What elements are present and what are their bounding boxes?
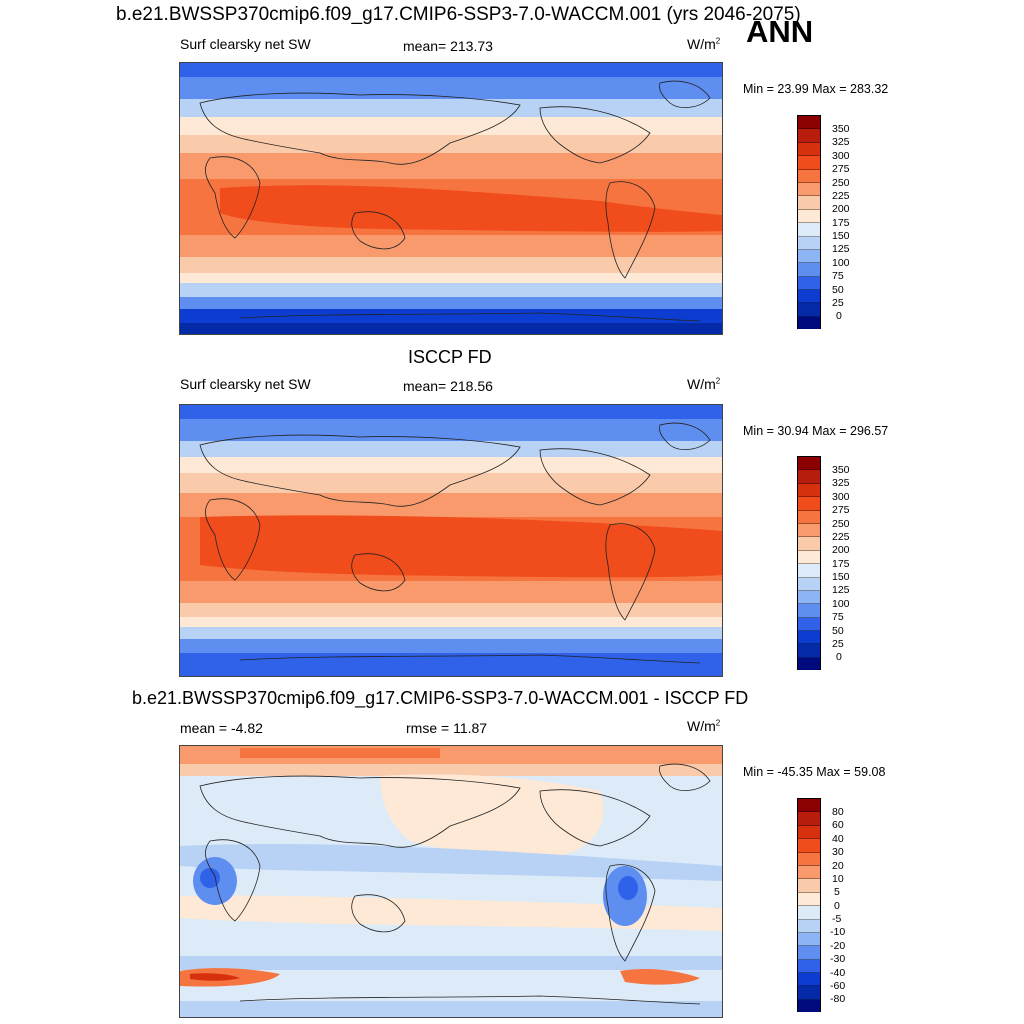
tick-label: 0 (834, 900, 840, 912)
tick-label: 125 (832, 243, 850, 255)
panel3-mean: mean = -4.82 (180, 720, 263, 736)
panel1-minmax: Min = 23.99 Max = 283.32 (743, 82, 889, 96)
tick-label: 40 (832, 833, 844, 845)
panel2-units: W/m2 (687, 376, 721, 392)
tick-label: 100 (832, 257, 850, 269)
panel3-colorbar (797, 798, 821, 1012)
tick-label: 225 (832, 531, 850, 543)
panel3-units: W/m2 (687, 718, 721, 734)
tick-label: 325 (832, 477, 850, 489)
panel2-title: ISCCP FD (408, 347, 492, 367)
panel3-land (199, 763, 711, 1005)
tick-label: 0 (836, 310, 842, 322)
tick-label: -10 (830, 926, 846, 938)
panel2-map (179, 404, 723, 677)
tick-label: 275 (832, 163, 850, 175)
season-label: ANN (746, 14, 814, 49)
panel1-map (179, 62, 723, 335)
tick-label: -30 (830, 953, 846, 965)
tick-label: -5 (832, 913, 842, 925)
tick-label: 200 (832, 544, 850, 556)
tick-label: 80 (832, 806, 844, 818)
panel3-title: b.e21.BWSSP370cmip6.f09_g17.CMIP6-SSP3-7… (132, 688, 749, 708)
panel2-land (199, 422, 711, 664)
tick-label: 75 (832, 611, 844, 623)
panel1-mean: mean= 213.73 (403, 38, 493, 54)
panel1-land (199, 80, 711, 322)
tick-label: 75 (832, 270, 844, 282)
tick-label: 50 (832, 625, 844, 637)
panel2-minmax: Min = 30.94 Max = 296.57 (743, 424, 889, 438)
tick-label: 30 (832, 846, 844, 858)
tick-label: 300 (832, 150, 850, 162)
panel3-minmax: Min = -45.35 Max = 59.08 (743, 765, 886, 779)
tick-label: 50 (832, 284, 844, 296)
tick-label: 325 (832, 136, 850, 148)
panel3-rmse: rmse = 11.87 (406, 720, 488, 736)
tick-label: 275 (832, 504, 850, 516)
tick-label: 350 (832, 464, 850, 476)
panel1-units: W/m2 (687, 36, 721, 52)
tick-label: 350 (832, 123, 850, 135)
tick-label: 0 (836, 651, 842, 663)
tick-label: 150 (832, 571, 850, 583)
tick-label: -20 (830, 940, 846, 952)
case-title: b.e21.BWSSP370cmip6.f09_g17.CMIP6-SSP3-7… (116, 4, 801, 25)
tick-label: 225 (832, 190, 850, 202)
tick-label: 250 (832, 518, 850, 530)
panel3-map (179, 745, 723, 1018)
tick-label: 25 (832, 638, 844, 650)
tick-label: -80 (830, 993, 846, 1005)
tick-label: -60 (830, 980, 846, 992)
tick-label: 125 (832, 584, 850, 596)
panel2-variable: Surf clearsky net SW (180, 376, 311, 392)
panel2-colorbar (797, 456, 821, 670)
tick-label: 150 (832, 230, 850, 242)
tick-label: 175 (832, 217, 850, 229)
tick-label: 20 (832, 860, 844, 872)
tick-label: 5 (834, 886, 840, 898)
tick-label: 10 (832, 873, 844, 885)
tick-label: 100 (832, 598, 850, 610)
tick-label: 25 (832, 297, 844, 309)
tick-label: 200 (832, 203, 850, 215)
tick-label: 300 (832, 491, 850, 503)
tick-label: 250 (832, 177, 850, 189)
tick-label: 60 (832, 819, 844, 831)
tick-label: 175 (832, 558, 850, 570)
panel1-colorbar (797, 115, 821, 329)
panel1-variable: Surf clearsky net SW (180, 36, 311, 52)
panel2-mean: mean= 218.56 (403, 378, 493, 394)
tick-label: -40 (830, 967, 846, 979)
